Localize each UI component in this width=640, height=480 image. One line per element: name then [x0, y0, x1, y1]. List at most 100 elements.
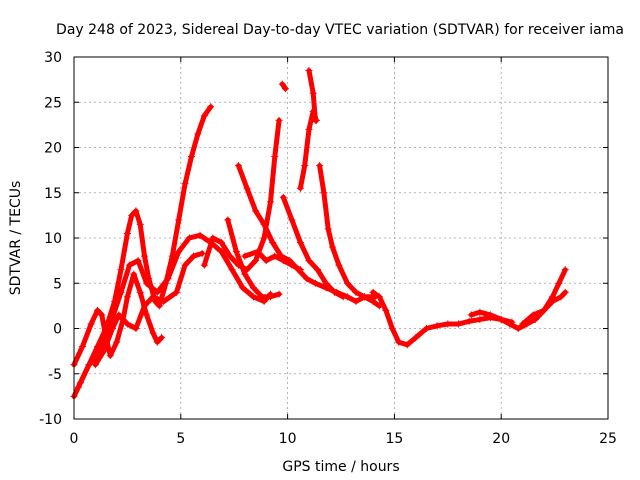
- data-point: [395, 338, 403, 346]
- data-point: [303, 275, 311, 283]
- data-point: [91, 361, 99, 369]
- data-point: [275, 290, 283, 298]
- data-point: [181, 180, 189, 188]
- series-markers-s13: [316, 162, 379, 301]
- data-point: [296, 239, 304, 247]
- data-point: [93, 306, 101, 314]
- data-point: [331, 288, 339, 296]
- data-point: [296, 184, 304, 192]
- data-point: [128, 211, 136, 219]
- data-point: [123, 229, 131, 237]
- data-point: [85, 361, 93, 369]
- data-point: [140, 302, 148, 310]
- data-point: [271, 153, 279, 161]
- data-point: [123, 320, 131, 328]
- data-point: [198, 249, 206, 257]
- y-tick-label: -10: [39, 412, 62, 428]
- data-point: [519, 320, 527, 328]
- data-point: [561, 266, 569, 274]
- data-point: [252, 207, 260, 215]
- data-point: [506, 320, 514, 328]
- data-point: [79, 343, 87, 351]
- data-point: [260, 234, 268, 242]
- data-point: [339, 293, 347, 301]
- data-point: [454, 320, 462, 328]
- data-point: [301, 162, 309, 170]
- data-point: [113, 338, 121, 346]
- data-point: [388, 325, 396, 332]
- data-point: [279, 257, 287, 265]
- x-tick-label: 10: [279, 431, 297, 447]
- series-line-s6: [236, 163, 382, 309]
- data-point: [123, 293, 131, 301]
- axis-ticks: 0 5 10 15 20 25 -10 -5 0 5 10 15 20 25 30: [39, 50, 617, 447]
- x-axis-label: GPS time / hours: [282, 459, 399, 475]
- data-point: [164, 275, 172, 283]
- data-point: [232, 248, 240, 256]
- data-point: [187, 153, 195, 161]
- data-point: [433, 322, 441, 330]
- data-point: [316, 162, 324, 170]
- data-point: [444, 320, 452, 328]
- data-point: [557, 293, 565, 301]
- series-markers-s9: [278, 80, 289, 93]
- series-line-s2: [71, 104, 214, 399]
- data-point: [106, 352, 114, 360]
- series-line-s3: [75, 232, 273, 390]
- data-point: [234, 162, 242, 170]
- data-point: [476, 308, 484, 316]
- data-point: [561, 288, 569, 296]
- chart-title: Day 248 of 2023, Sidereal Day-to-day VTE…: [56, 22, 624, 38]
- y-tick-label: 15: [44, 186, 62, 202]
- data-point: [200, 261, 208, 269]
- y-tick-label: 30: [44, 50, 62, 66]
- series-markers-s16: [519, 288, 569, 328]
- series-markers-s12: [305, 67, 319, 124]
- data-point: [422, 325, 430, 332]
- data-point: [305, 125, 313, 133]
- data-point: [134, 257, 142, 265]
- data-point: [269, 239, 277, 247]
- data-point: [254, 248, 262, 256]
- data-point: [465, 317, 473, 325]
- data-point: [320, 189, 328, 197]
- series-markers-s3: [74, 231, 275, 391]
- data-point: [98, 311, 106, 319]
- data-point: [140, 252, 148, 260]
- data-point: [311, 279, 319, 287]
- data-point: [175, 248, 183, 256]
- data-point: [548, 297, 556, 305]
- data-point: [262, 257, 270, 265]
- y-axis-label: SDTVAR / TECUs: [8, 181, 24, 296]
- data-point: [476, 315, 484, 323]
- data-point: [130, 270, 138, 278]
- data-point: [309, 89, 317, 97]
- data-point: [158, 334, 166, 342]
- data-point: [311, 116, 319, 124]
- data-point: [343, 279, 351, 287]
- data-point: [241, 270, 249, 278]
- data-point: [241, 252, 249, 260]
- data-point: [271, 252, 279, 260]
- data-point: [288, 216, 296, 224]
- data-point: [117, 266, 125, 274]
- data-point: [108, 325, 116, 332]
- data-point: [352, 288, 360, 296]
- x-tick-label: 20: [492, 431, 510, 447]
- grid: [74, 57, 608, 419]
- data-point: [153, 288, 161, 296]
- data-point: [224, 216, 232, 224]
- data-point: [555, 279, 563, 287]
- series-line-s16: [520, 289, 568, 327]
- data-point: [335, 261, 343, 269]
- data-point: [514, 325, 522, 332]
- data-point: [288, 261, 296, 269]
- data-point: [196, 231, 204, 239]
- data-point: [132, 325, 140, 332]
- series-line-s11: [297, 108, 319, 191]
- data-point: [324, 225, 332, 233]
- data-point: [100, 347, 108, 355]
- data-point: [258, 293, 266, 301]
- data-point: [267, 198, 275, 206]
